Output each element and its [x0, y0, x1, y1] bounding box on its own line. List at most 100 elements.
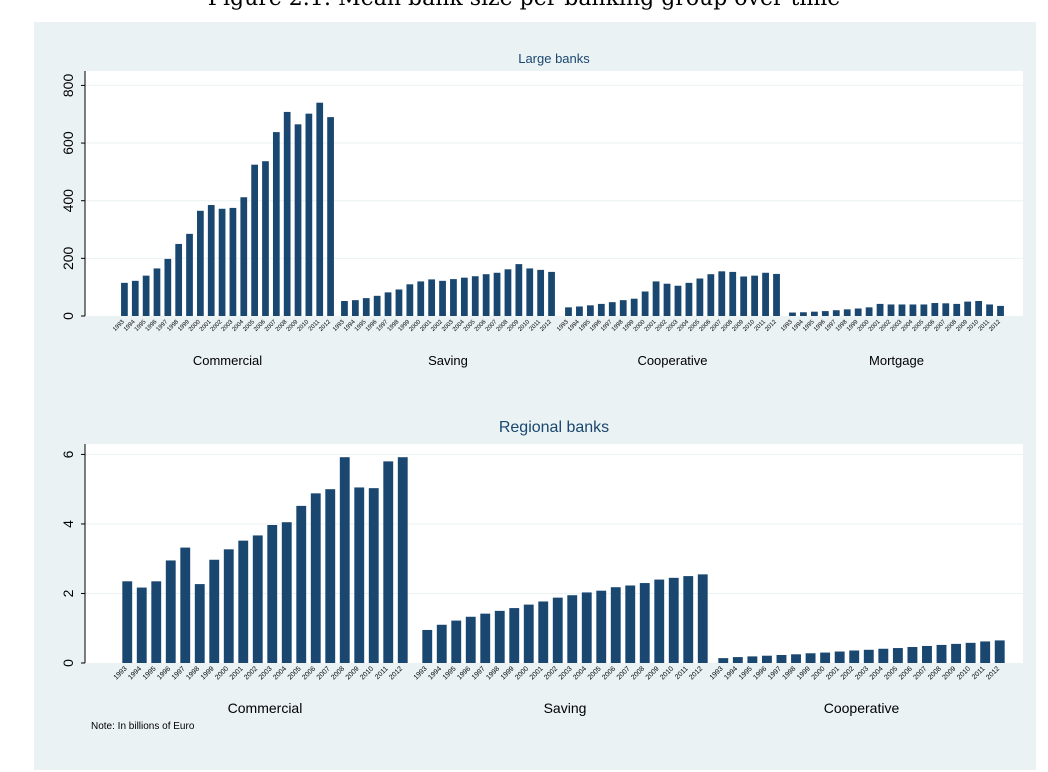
panel-1-bar-commercial: [283, 111, 291, 316]
panel-2-year-label: 1995: [442, 665, 458, 681]
panel-1-bar-mortgage: [909, 304, 917, 316]
panel-1-bar-cooperative: [641, 291, 649, 316]
panel-2-bar-commercial: [136, 587, 147, 663]
panel-1-bar-mortgage: [997, 305, 1004, 316]
panel-2-year-label: 2002: [840, 665, 856, 681]
panel-1-bar-mortgage: [964, 301, 972, 316]
panel-1-bar-mortgage: [854, 308, 862, 316]
panel-1-bar-cooperative: [576, 306, 583, 316]
panel-1-bar-mortgage: [800, 312, 807, 316]
panel-2-bar-commercial: [223, 549, 234, 663]
panel-2-y-tick-label: 2: [60, 589, 76, 597]
panel-2-year-label: 2005: [883, 665, 899, 681]
panel-1-bar-saving: [417, 281, 425, 316]
panel-2-year-label: 2006: [601, 665, 617, 681]
panel-2-bar-commercial: [209, 559, 220, 663]
panel-1-bar-saving: [493, 272, 501, 316]
panel-2-year-label: 2004: [272, 665, 288, 681]
panel-2-bar-cooperative: [820, 652, 831, 663]
panel-2-title: Regional banks: [499, 419, 609, 436]
panel-1-bar-commercial: [294, 124, 302, 316]
panel-1-bar-commercial: [175, 243, 183, 316]
panel-1-bar-saving: [515, 264, 523, 316]
panel-2-bar-saving: [494, 610, 505, 663]
panel-2-year-label: 2011: [374, 665, 390, 681]
panel-1-group-label-cooperative: Cooperative: [637, 353, 707, 368]
panel-2-year-label: 2002: [243, 665, 259, 681]
panel-2-year-label: 1995: [738, 665, 754, 681]
panel-1-bar-commercial: [251, 164, 258, 316]
panel-2-year-label: 2010: [359, 665, 375, 681]
panel-1-bar-commercial: [262, 161, 269, 316]
panel-2-bar-commercial: [354, 487, 365, 663]
panel-2-bar-commercial: [151, 581, 162, 663]
panel-1-year-label: 2010: [742, 319, 756, 333]
panel-2-bar-cooperative: [965, 642, 976, 663]
panel-1-year-label: 2012: [988, 319, 1002, 333]
panel-1-group-label-mortgage: Mortgage: [869, 353, 924, 368]
panel-2-year-label: 1996: [752, 665, 768, 681]
panel-2-bar-cooperative: [718, 658, 729, 663]
panel-1-bar-cooperative: [652, 281, 660, 316]
panel-2-year-label: 2006: [898, 665, 914, 681]
panel-2-year-label: 2007: [316, 665, 332, 681]
panel-2-bar-cooperative: [922, 645, 932, 663]
panel-2-year-label: 2012: [388, 665, 404, 681]
panel-1-bar-commercial: [240, 197, 248, 316]
panel-2-bar-commercial: [383, 461, 394, 663]
panel-1-bar-cooperative: [707, 274, 715, 316]
panel-2-year-label: 2007: [616, 665, 632, 681]
panel-2-year-label: 2000: [514, 665, 530, 681]
panel-1-bar-mortgage: [887, 304, 895, 316]
panel-2-bar-cooperative: [732, 657, 743, 663]
panel-2-year-label: 2004: [572, 665, 588, 681]
panel-1-bar-mortgage: [975, 301, 983, 316]
panel-2-year-label: 2012: [688, 665, 704, 681]
panel-1-group-label-saving: Saving: [428, 353, 468, 368]
panel-1-bar-saving: [471, 276, 479, 316]
panel-2-bar-saving: [610, 587, 621, 663]
panel-2-bar-commercial: [325, 489, 336, 663]
panel-1-bar-commercial: [305, 113, 313, 317]
panel-2-bar-saving: [523, 604, 534, 663]
panel-2-bar-saving: [465, 616, 476, 663]
panel-1-group-label-commercial: Commercial: [193, 353, 262, 368]
panel-1-bar-commercial: [229, 207, 237, 316]
panel-2-bar-saving: [639, 583, 650, 663]
panel-1-bar-cooperative: [751, 275, 759, 316]
panel-2-bar-cooperative: [849, 650, 860, 663]
panel-1-bar-saving: [395, 289, 403, 316]
panel-2-year-label: 1994: [427, 665, 443, 681]
panel-2-bar-cooperative: [747, 656, 758, 663]
panel-2-year-label: 1995: [142, 665, 158, 681]
panel-1-bar-saving: [384, 292, 392, 316]
panel-2-bar-cooperative: [805, 653, 816, 663]
panel-2-bar-cooperative: [834, 651, 845, 663]
panel-1-bar-saving: [406, 284, 414, 316]
panel-2-y-tick-label: 6: [60, 450, 76, 458]
panel-2-year-label: 2011: [674, 665, 690, 681]
panel-1-bar-commercial: [142, 275, 150, 316]
panel-1-bar-mortgage: [931, 303, 939, 316]
panel-2-group-label-cooperative: Cooperative: [824, 700, 900, 716]
panel-2-year-label: 1997: [171, 665, 187, 681]
panel-1-bar-saving: [450, 279, 457, 316]
panel-2-year-label: 2010: [659, 665, 675, 681]
panel-1-bar-mortgage: [832, 310, 840, 316]
panel-1-y-tick-label: 0: [60, 312, 76, 320]
panel-2-bar-saving: [422, 629, 433, 663]
panel-2-year-label: 2000: [214, 665, 230, 681]
panel-2-bar-commercial: [397, 457, 408, 663]
panel-1-bar-commercial: [207, 205, 215, 316]
panel-2-year-label: 2005: [287, 665, 303, 681]
panel-2-year-label: 1997: [767, 665, 783, 681]
panel-1-bar-mortgage: [789, 312, 796, 316]
panel-2-year-label: 2002: [543, 665, 559, 681]
panel-1-bar-mortgage: [942, 303, 950, 316]
panel-1-bar-commercial: [272, 132, 280, 316]
panel-2-year-label: 1999: [796, 665, 812, 681]
panel-1-bar-saving: [548, 271, 555, 316]
panel-2-year-label: 2003: [558, 665, 574, 681]
panel-2-bar-saving: [509, 608, 520, 663]
panel-1-bar-cooperative: [630, 298, 638, 316]
